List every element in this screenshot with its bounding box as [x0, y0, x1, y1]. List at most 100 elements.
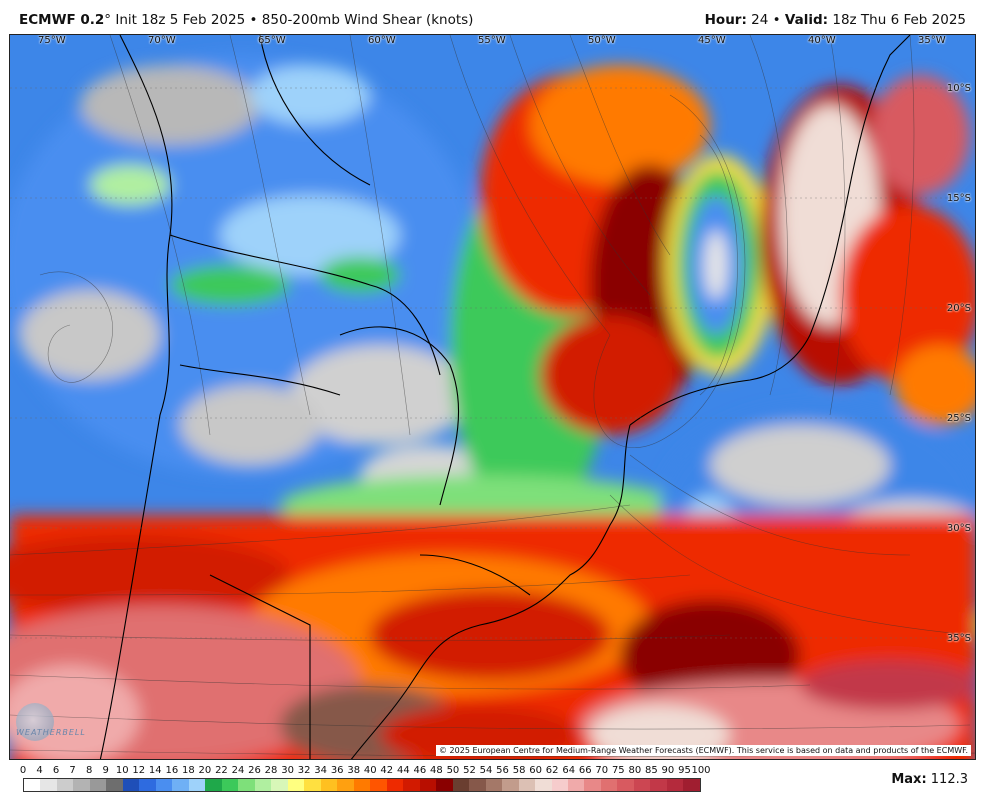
colorbar-tick-label: 54	[479, 765, 493, 776]
lon-label: 55°W	[478, 35, 506, 46]
graticule	[10, 87, 975, 639]
colorbar-cell	[683, 779, 700, 791]
colorbar-tick-label: 34	[314, 765, 328, 776]
colorbar-tick-label: 44	[396, 765, 410, 776]
separator: •	[772, 12, 781, 28]
country-borders	[99, 35, 911, 759]
valid-info: Hour: 24 • Valid: 18z Thu 6 Feb 2025	[705, 12, 966, 28]
lon-label: 50°W	[588, 35, 616, 46]
colorbar-cell	[56, 779, 74, 791]
model-name: ECMWF 0.2	[19, 12, 105, 28]
colorbar-cell	[106, 779, 123, 791]
colorbar-cell	[238, 779, 255, 791]
max-label: Max:	[891, 772, 927, 787]
colorbar-cell	[254, 779, 272, 791]
colorbar-tick-label: 56	[496, 765, 509, 776]
colorbar-tick-label: 6	[52, 765, 60, 776]
colorbar-cell	[370, 779, 387, 791]
shear-field	[10, 55, 975, 759]
separator: •	[249, 12, 258, 28]
valid-value: 18z Thu 6 Feb 2025	[832, 12, 966, 28]
lat-label: 20°S	[946, 303, 971, 314]
hour-label: Hour:	[704, 12, 747, 28]
valid-label: Valid:	[784, 12, 829, 28]
colorbar-tick-label: 75	[611, 765, 625, 776]
colorbar-cell	[650, 779, 667, 791]
header: ECMWF 0.2° Init 18z 5 Feb 2025 • 850-200…	[0, 0, 984, 34]
lat-label: 30°S	[946, 523, 971, 534]
colorbar-tick-label: 42	[380, 765, 394, 776]
colorbar-tick-label: 4	[36, 765, 43, 776]
colorbar-tick-label: 0	[19, 765, 27, 776]
colorbar-cell	[535, 779, 552, 791]
lon-label: 65°W	[258, 35, 286, 46]
lon-label: 70°W	[148, 35, 176, 46]
colorbar-cell	[584, 779, 601, 791]
degree-symbol: °	[104, 12, 112, 28]
colorbar-cell	[89, 779, 107, 791]
colorbar-cell	[40, 779, 57, 791]
colorbar-cell	[452, 779, 470, 791]
colorbar	[23, 778, 701, 792]
lat-label: 35°S	[946, 633, 971, 644]
colorbar-cell	[304, 779, 321, 791]
colorbar-tick-label: 9	[102, 765, 109, 776]
colorbar-tick-label: 100	[691, 765, 711, 776]
colorbar-tick-label: 58	[512, 765, 526, 776]
lon-label: 40°W	[808, 35, 836, 46]
colorbar-tick-label: 16	[165, 765, 179, 776]
colorbar-tick-label: 7	[69, 765, 76, 776]
colorbar-cell	[287, 779, 305, 791]
colorbar-cell	[188, 779, 206, 791]
colorbar-tick-label: 28	[264, 765, 278, 776]
shear-map[interactable]: 75°W 70°W 65°W 60°W 55°W 50°W 45°W 40°W …	[9, 34, 976, 760]
colorbar-cell	[551, 779, 568, 791]
watermark-text: WEATHERBELL	[16, 728, 86, 737]
colorbar-tick-label: 24	[231, 765, 245, 776]
colorbar-cell	[155, 779, 173, 791]
colorbar-tick-label: 30	[281, 765, 294, 776]
colorbar-tick-label: 64	[562, 765, 576, 776]
colorbar-tick-label: 66	[578, 765, 592, 776]
colorbar-cell	[221, 779, 239, 791]
colorbar-tick-label: 40	[363, 765, 377, 776]
colorbar-cell	[633, 779, 651, 791]
colorbar-cell	[271, 779, 288, 791]
colorbar-cell	[122, 779, 140, 791]
lat-label: 15°S	[946, 193, 971, 204]
colorbar-cell	[502, 779, 519, 791]
field-name: 850-200mb Wind Shear (knots)	[261, 12, 474, 28]
colorbar-cell	[205, 779, 222, 791]
colorbar-tick-label: 80	[628, 765, 642, 776]
colorbar-tick-label: 32	[297, 765, 311, 776]
colorbar-cell	[139, 779, 156, 791]
lat-label: 10°S	[946, 83, 971, 94]
colorbar-cell	[320, 779, 338, 791]
hour-value: 24	[751, 12, 769, 28]
map-title: ECMWF 0.2° Init 18z 5 Feb 2025 • 850-200…	[19, 12, 473, 28]
colorbar-cell	[469, 779, 486, 791]
shear-map-graphic	[10, 35, 975, 759]
lat-label: 25°S	[946, 413, 971, 424]
colorbar-tick-label: 36	[330, 765, 344, 776]
colorbar-tick-label: 62	[545, 765, 559, 776]
colorbar-cell	[337, 779, 354, 791]
colorbar-cell	[485, 779, 503, 791]
colorbar-tick-label: 12	[132, 765, 146, 776]
colorbar-cell	[24, 779, 41, 791]
max-value: 112.3	[930, 772, 968, 787]
colorbar-cell	[617, 779, 634, 791]
colorbar-cell	[518, 779, 536, 791]
colorbar-cell	[666, 779, 684, 791]
colorbar-cell	[600, 779, 618, 791]
init-time: Init 18z 5 Feb 2025	[115, 12, 246, 28]
colorbar-tick-label: 20	[198, 765, 212, 776]
colorbar-cell	[386, 779, 404, 791]
colorbar-cell	[403, 779, 420, 791]
colorbar-tick-label: 48	[430, 765, 443, 776]
colorbar-tick-label: 38	[347, 765, 361, 776]
colorbar-tick-label: 60	[529, 765, 542, 776]
colorbar-cell	[73, 779, 90, 791]
lon-label: 75°W	[38, 35, 66, 46]
colorbar-tick-label: 26	[248, 765, 261, 776]
